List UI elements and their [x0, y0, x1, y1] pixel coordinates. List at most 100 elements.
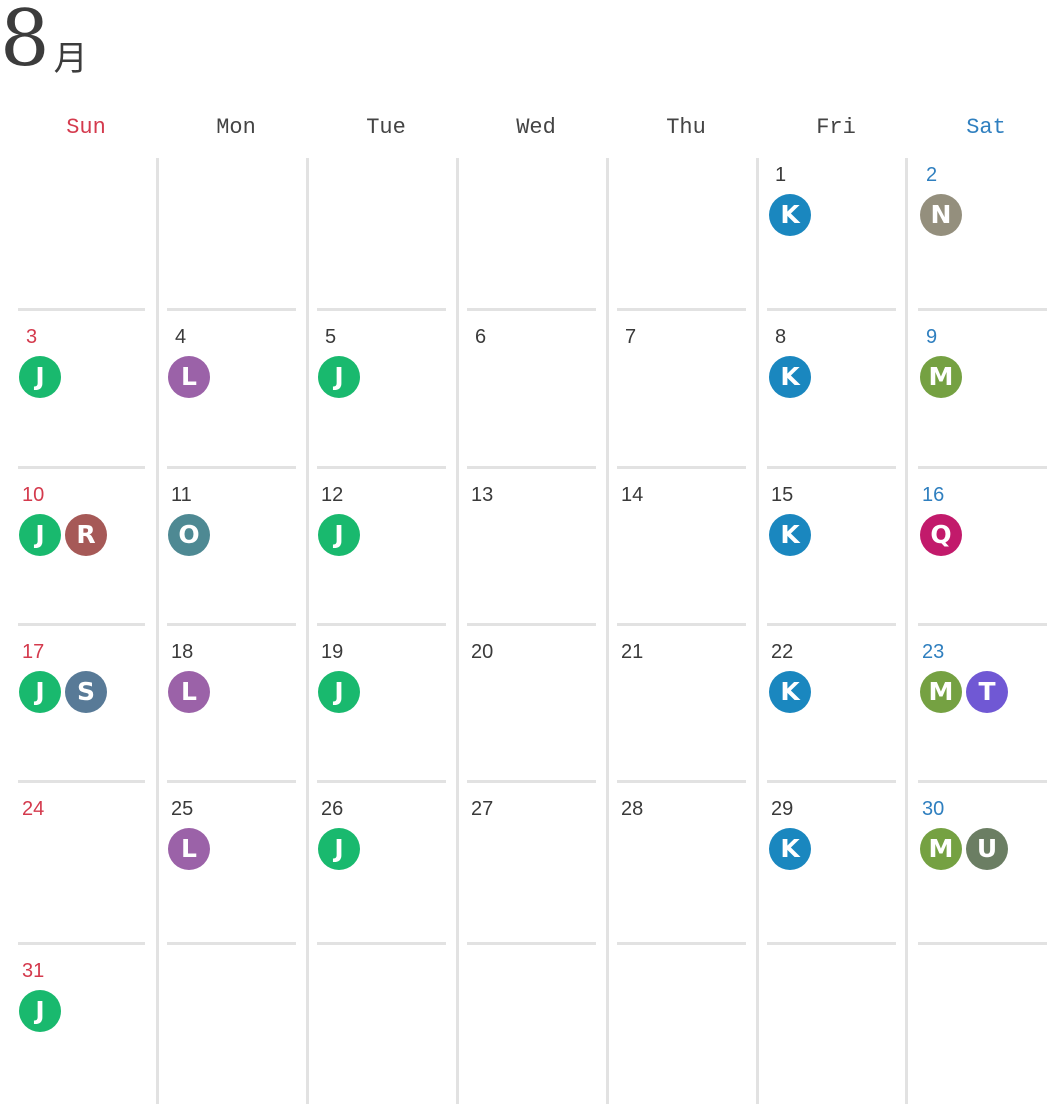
day-cell-19[interactable]: 19 J [300, 623, 450, 780]
weekday-sun: Sun [66, 115, 106, 140]
assignee-badge-k[interactable]: K [769, 514, 811, 556]
day-cell-27[interactable]: 27 [450, 780, 600, 942]
day-cell-22[interactable]: 22 K [750, 623, 900, 780]
empty-day-cell [600, 158, 750, 308]
row-divider [767, 623, 896, 626]
assignee-badge-k[interactable]: K [769, 828, 811, 870]
day-number: 14 [621, 484, 644, 506]
day-number: 31 [22, 960, 45, 982]
day-cell-29[interactable]: 29 K [750, 780, 900, 942]
day-cell-14[interactable]: 14 [600, 466, 750, 623]
assignee-badge-j[interactable]: J [19, 356, 61, 398]
row-divider [167, 942, 296, 945]
assignee-badge-l[interactable]: L [168, 828, 210, 870]
row-divider [317, 942, 446, 945]
day-cell-26[interactable]: 26 J [300, 780, 450, 942]
assignee-badge-k[interactable]: K [769, 194, 811, 236]
row-divider [767, 780, 896, 783]
row-divider [167, 466, 296, 469]
day-cell-30[interactable]: 30 M U [900, 780, 1047, 942]
column-divider [606, 158, 609, 1104]
row-divider [767, 308, 896, 311]
weekday-wed: Wed [516, 115, 556, 140]
assignee-badge-q[interactable]: Q [920, 514, 962, 556]
day-number: 9 [926, 326, 938, 348]
day-cell-31[interactable]: 31 J [0, 942, 150, 1104]
assignee-badges: K [769, 514, 811, 556]
assignee-badge-k[interactable]: K [769, 356, 811, 398]
day-number: 8 [775, 326, 787, 348]
row-divider [617, 780, 746, 783]
day-cell-15[interactable]: 15 K [750, 466, 900, 623]
assignee-badge-j[interactable]: J [318, 356, 360, 398]
day-number: 19 [321, 641, 344, 663]
assignee-badge-r[interactable]: R [65, 514, 107, 556]
day-cell-7[interactable]: 7 [600, 308, 750, 466]
day-number: 11 [171, 484, 192, 506]
assignee-badge-j[interactable]: J [318, 671, 360, 713]
row-divider [617, 623, 746, 626]
assignee-badge-j[interactable]: J [318, 514, 360, 556]
day-cell-11[interactable]: 11 O [150, 466, 300, 623]
row-divider [18, 308, 145, 311]
row-divider [167, 308, 296, 311]
assignee-badges: K [769, 194, 811, 236]
day-number: 22 [771, 641, 794, 663]
row-divider [317, 780, 446, 783]
assignee-badge-k[interactable]: K [769, 671, 811, 713]
assignee-badges: L [168, 828, 210, 870]
assignee-badge-j[interactable]: J [19, 514, 61, 556]
day-cell-17[interactable]: 17 J S [0, 623, 150, 780]
assignee-badge-l[interactable]: L [168, 356, 210, 398]
empty-day-cell [150, 942, 300, 1104]
weekday-tue: Tue [366, 115, 406, 140]
assignee-badge-t[interactable]: T [966, 671, 1008, 713]
day-cell-21[interactable]: 21 [600, 623, 750, 780]
day-cell-18[interactable]: 18 L [150, 623, 300, 780]
assignee-badge-j[interactable]: J [19, 671, 61, 713]
day-cell-16[interactable]: 16 Q [900, 466, 1047, 623]
assignee-badge-n[interactable]: N [920, 194, 962, 236]
assignee-badge-m[interactable]: M [920, 828, 962, 870]
assignee-badge-m[interactable]: M [920, 671, 962, 713]
row-divider [617, 942, 746, 945]
day-cell-25[interactable]: 25 L [150, 780, 300, 942]
weekday-thu: Thu [666, 115, 706, 140]
day-cell-12[interactable]: 12 J [300, 466, 450, 623]
assignee-badge-j[interactable]: J [318, 828, 360, 870]
day-cell-13[interactable]: 13 [450, 466, 600, 623]
assignee-badge-m[interactable]: M [920, 356, 962, 398]
assignee-badge-s[interactable]: S [65, 671, 107, 713]
day-number: 30 [922, 798, 945, 820]
assignee-badge-o[interactable]: O [168, 514, 210, 556]
assignee-badge-u[interactable]: U [966, 828, 1008, 870]
assignee-badges: J [19, 990, 61, 1032]
day-cell-28[interactable]: 28 [600, 780, 750, 942]
assignee-badges: Q [920, 514, 962, 556]
day-number: 25 [171, 798, 194, 820]
day-cell-6[interactable]: 6 [450, 308, 600, 466]
day-number: 24 [22, 798, 45, 820]
day-number: 17 [22, 641, 45, 663]
empty-day-cell [300, 942, 450, 1104]
day-cell-23[interactable]: 23 M T [900, 623, 1047, 780]
day-cell-20[interactable]: 20 [450, 623, 600, 780]
day-cell-10[interactable]: 10 J R [0, 466, 150, 623]
day-number: 10 [22, 484, 45, 506]
assignee-badge-l[interactable]: L [168, 671, 210, 713]
day-cell-24[interactable]: 24 [0, 780, 150, 942]
weekday-sat: Sat [966, 115, 1006, 140]
row-divider [918, 623, 1047, 626]
assignee-badge-j[interactable]: J [19, 990, 61, 1032]
day-number: 13 [471, 484, 494, 506]
